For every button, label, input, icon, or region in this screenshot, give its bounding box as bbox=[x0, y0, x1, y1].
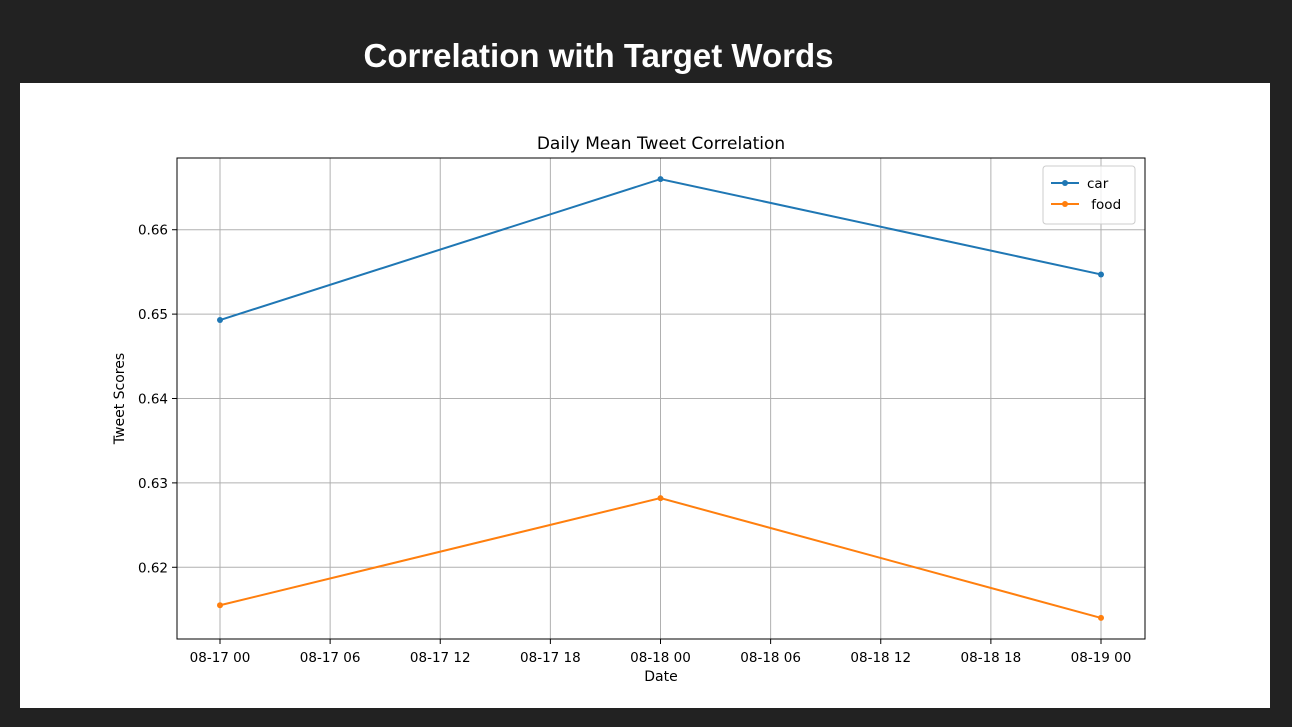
legend-label: car bbox=[1087, 176, 1109, 192]
data-point bbox=[1098, 614, 1104, 621]
line-chart: 08-17 00 08-17 06 08-17 12 08-17 18 08-18 00… bbox=[112, 134, 1146, 685]
legend-marker bbox=[1062, 201, 1068, 207]
x-tick-label: 08-19 00 bbox=[1071, 650, 1132, 666]
series-layer bbox=[217, 176, 1104, 621]
x-tick-label: 08-17 00 bbox=[190, 650, 251, 666]
grid-lines bbox=[177, 158, 1145, 639]
data-point bbox=[657, 495, 664, 502]
y-tick-label: 0.65 bbox=[138, 307, 168, 323]
page-title: Correlation with Target Words bbox=[363, 37, 834, 74]
chart-panel: 08-17 00 08-17 06 08-17 12 08-17 18 08-18 00… bbox=[20, 83, 1270, 708]
data-point bbox=[217, 602, 223, 609]
y-axis-label: Tweet Scores bbox=[112, 353, 128, 445]
legend-marker bbox=[1062, 180, 1068, 186]
legend-box bbox=[1042, 165, 1136, 225]
x-tick-label: 08-18 12 bbox=[850, 650, 911, 666]
x-axis-label: Date bbox=[644, 669, 677, 685]
y-tick-label: 0.63 bbox=[138, 476, 168, 492]
y-ticks: 0.62 0.63 0.64 0.65 0.66 bbox=[138, 223, 177, 576]
x-tick-label: 08-18 06 bbox=[740, 650, 801, 666]
legend-label: food bbox=[1087, 197, 1121, 213]
y-tick-label: 0.64 bbox=[138, 392, 168, 408]
x-tick-label: 08-18 00 bbox=[630, 650, 691, 666]
x-tick-label: 08-18 18 bbox=[961, 650, 1022, 666]
x-tick-label: 08-17 18 bbox=[520, 650, 581, 666]
x-ticks: 08-17 00 08-17 06 08-17 12 08-17 18 08-18 00… bbox=[190, 639, 1132, 666]
data-point bbox=[217, 317, 223, 324]
y-tick-label: 0.66 bbox=[138, 223, 168, 239]
x-tick-label: 08-17 12 bbox=[410, 650, 471, 666]
y-tick-label: 0.62 bbox=[138, 560, 168, 576]
legend: car food bbox=[1042, 165, 1136, 225]
data-point bbox=[657, 176, 664, 183]
chart-title: Daily Mean Tweet Correlation bbox=[537, 134, 785, 154]
data-point bbox=[1098, 271, 1104, 278]
x-tick-label: 08-17 06 bbox=[300, 650, 361, 666]
